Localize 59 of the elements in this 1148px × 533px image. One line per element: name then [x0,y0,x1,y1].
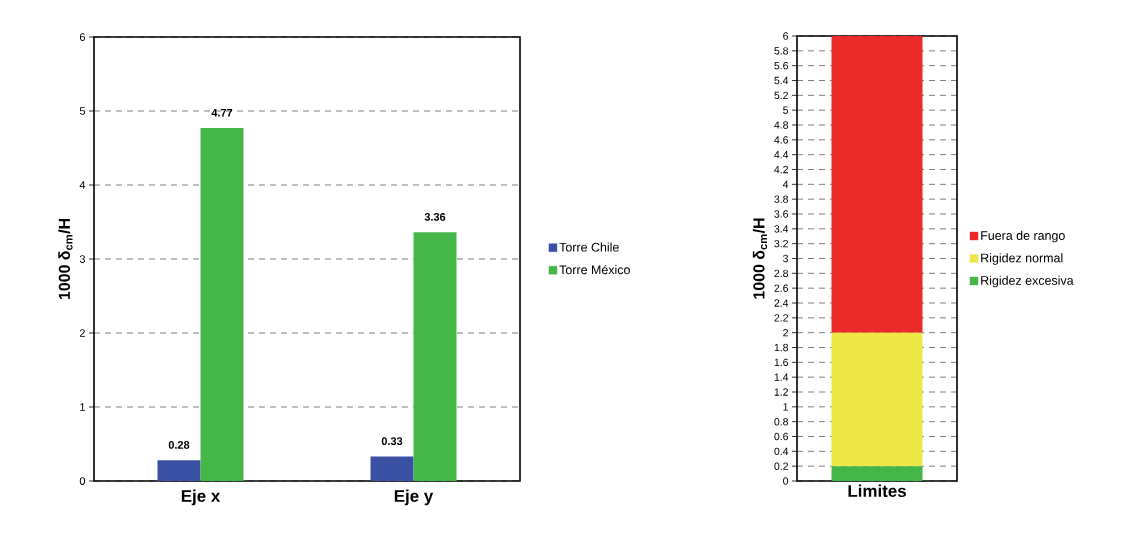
y-tick-label: 3.8 [774,195,789,203]
data-label: 0.33 [381,437,403,446]
y-tick-label: 5.6 [774,61,789,70]
y-tick-label: 4 [782,180,789,188]
bar [831,332,923,467]
y-tick-label: 4.8 [774,121,789,129]
y-tick-label: 2 [79,329,85,337]
y-tick-label: 1.6 [774,358,789,367]
y-tick-label: 0.8 [774,417,789,426]
y-tick-label: 2.2 [774,314,788,322]
legend-label: Rigidez normal [981,253,1063,265]
x-tick-label: Limites [848,484,906,497]
y-tick-label: 1 [80,403,85,411]
y-tick-label: 5 [79,107,86,115]
y-tick-label: 1.8 [774,343,789,352]
data-label: 0.28 [168,441,190,449]
y-tick-label: 1.4 [774,373,789,381]
bar [370,456,414,481]
y-tick-label: 0.2 [774,462,788,470]
legend-label: Torre México [559,264,630,275]
bar [831,466,923,481]
y-tick-label: 5.2 [774,91,788,100]
y-tick-label: 2.6 [774,284,789,292]
y-tick-label: 6 [79,33,85,41]
legend-label: Fuera de rango [981,230,1065,243]
y-tick-label: 3.4 [774,225,789,233]
y-tick-label: 5 [783,106,789,114]
y-tick-label: 4.4 [774,151,789,159]
bar [157,460,201,481]
bar [200,128,244,481]
y-tick-label: 1 [783,403,788,411]
y-tick-label: 2 [783,329,788,337]
y-tick-label: 0 [783,477,789,485]
y-tick-label: 3.2 [774,239,788,248]
x-tick-label: Eje x [181,489,221,506]
y-axis-title: 1000 δ$_{cm}$/H [58,219,73,300]
y-axis-title: 1000 δ$_{cm}$/H [752,218,768,299]
y-tick-label: 5.4 [774,76,789,85]
data-label: 3.36 [424,213,446,221]
legend-label: Torre Chile [559,242,619,252]
y-tick-label: 1.2 [774,388,788,396]
y-tick-label: 2.8 [774,269,789,278]
x-tick-label: Eje y [394,489,434,506]
y-tick-label: 0 [79,477,86,485]
y-tick-label: 6 [783,32,789,40]
y-tick-label: 3 [783,254,789,263]
y-tick-label: 0.6 [774,432,789,441]
y-tick-label: 0.4 [774,447,789,456]
y-tick-label: 3.6 [774,210,789,218]
y-tick-label: 4.6 [774,136,789,144]
y-tick-label: 4.2 [774,165,788,174]
bar [831,36,923,333]
y-tick-label: 5.8 [774,47,789,55]
y-tick-label: 4 [79,181,86,189]
legend-label: Rigidez excesiva [981,275,1074,288]
bar [413,232,457,481]
y-tick-label: 3 [79,255,85,263]
y-tick-label: 2.4 [774,299,789,307]
data-label: 4.77 [211,108,233,117]
